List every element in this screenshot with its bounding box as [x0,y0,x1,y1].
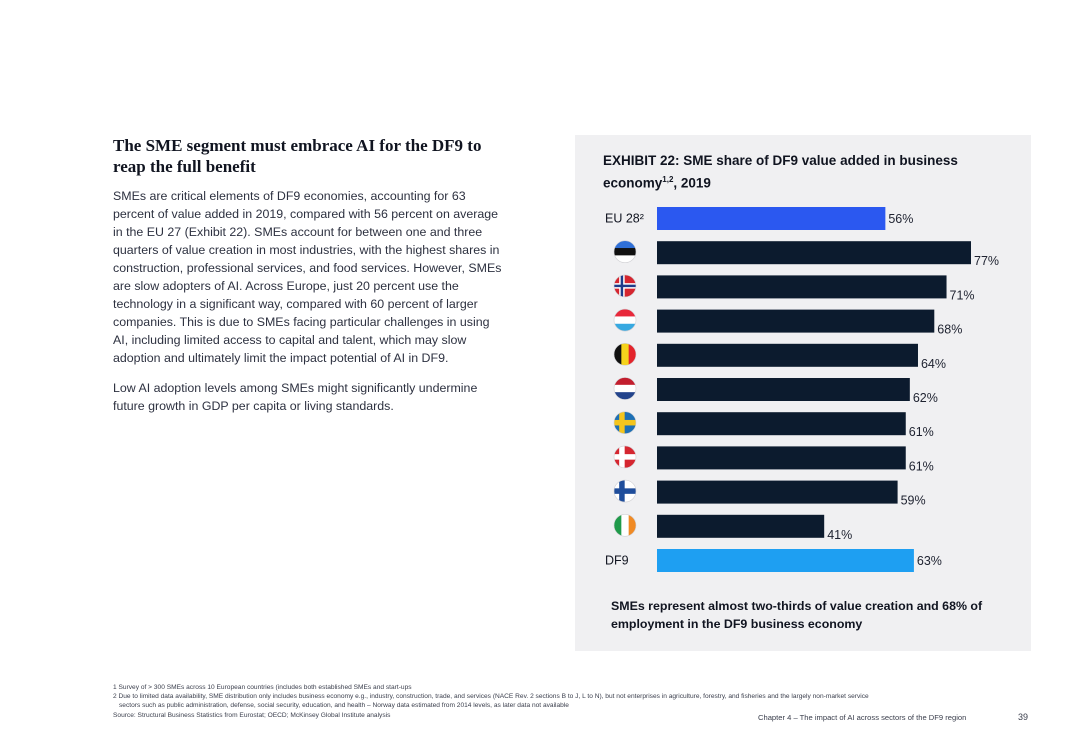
exhibit-takeaway: SMEs represent almost two-thirds of valu… [611,599,983,631]
bar-eu-28 [657,207,886,230]
exhibit-title: EXHIBIT 22: SME share of DF9 value added… [603,151,1003,193]
body-paragraph-1: SMEs are critical elements of DF9 econom… [113,189,502,365]
bar-value-label: 41% [827,528,852,542]
flag-belgium-icon [613,343,637,366]
bar-sweden [657,412,906,436]
bar-value-label: 62% [913,391,938,405]
bar-df9 [657,549,914,572]
exhibit-title-footnote-ref: 1,2 [662,175,674,184]
category-label: DF9 [605,554,629,568]
bar-ireland [657,514,825,538]
flag-denmark-icon [613,445,637,469]
flag-estonia-icon [613,240,637,263]
bar-value-label: 59% [901,494,926,508]
chapter-label: Chapter 4 – The impact of AI across sect… [758,713,967,722]
article-text: The SME segment must embrace AI for the … [113,135,503,427]
bar-value-label: 77% [974,254,999,268]
page-number: 39 [1018,712,1029,722]
flag-finland-icon [613,479,637,503]
exhibit-title-main: EXHIBIT 22: SME share of DF9 value added… [603,153,958,191]
exhibit-panel: EXHIBIT 22: SME share of DF9 value added… [575,135,1031,651]
bar-estonia [657,241,971,265]
footnote-2: 2 Due to limited data availability, SME … [113,693,869,701]
footnotes: 1 Survey of > 300 SMEs across 10 Europea… [113,683,1033,720]
flag-sweden-icon [613,411,637,435]
footnote-1: 1 Survey of > 300 SMEs across 10 Europea… [113,684,412,691]
exhibit-title-tail: , 2019 [673,175,711,191]
flag-luxembourg-icon [613,308,637,332]
footnote-2-cont: sectors such as public administration, d… [119,702,569,710]
bar-norway [657,275,947,299]
bar-value-label: 61% [909,459,934,473]
body-paragraph-2: Low AI adoption levels among SMEs might … [113,381,478,413]
bar-value-label: 71% [950,288,975,302]
bar-netherlands [657,378,910,401]
section-heading: The SME segment must embrace AI for the … [113,136,482,176]
bar-chart: 56% EU 28² 77% 71% 68% 64% 62% 61% 61% 59% 41% 63% D… [605,207,999,572]
flag-ireland-icon [613,513,637,537]
bar-denmark [657,446,906,470]
flag-netherlands-icon [613,377,637,400]
bar-finland [657,480,898,504]
source-note: Source: Structural Business Statistics f… [113,711,391,719]
flag-norway-icon [613,274,637,298]
bar-value-label: 63% [917,554,942,568]
bar-value-label: 68% [937,323,962,337]
bar-luxembourg [657,309,935,333]
bar-belgium [657,343,918,367]
bar-value-label: 64% [921,357,946,371]
bar-value-label: 56% [888,212,913,226]
bar-value-label: 61% [909,425,934,439]
category-label: EU 28² [605,212,644,226]
